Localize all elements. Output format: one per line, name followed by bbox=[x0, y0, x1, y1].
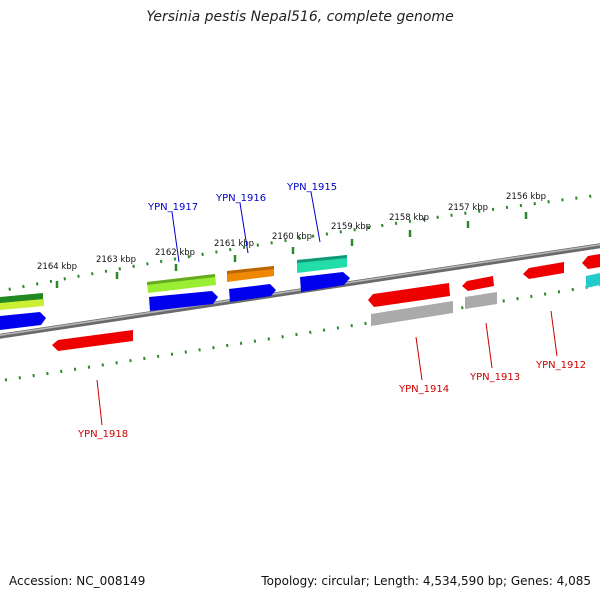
genome-stats-text: Topology: circular; Length: 4,534,590 bp… bbox=[261, 574, 591, 588]
leader-1915 bbox=[310, 191, 321, 243]
kbp-label: 2156 kbp bbox=[506, 192, 546, 202]
cds-blue-left bbox=[0, 312, 46, 330]
cds-red-right bbox=[582, 254, 600, 269]
map-title: Yersinia pestis Nepal516, complete genom… bbox=[146, 9, 454, 25]
kbp-labels: 2164 kbp 2163 kbp 2162 kbp 2161 kbp 2160… bbox=[37, 192, 546, 272]
cds-red-1912 bbox=[523, 262, 564, 279]
cds-gray-1913 bbox=[465, 292, 497, 309]
genome-backbone-highlight bbox=[0, 243, 600, 336]
gene-orange-1916-shade bbox=[227, 266, 274, 274]
kbp-label: 2157 kbp bbox=[448, 203, 488, 213]
kbp-label: 2161 kbp bbox=[214, 239, 254, 249]
gene-label-ypn-1913[interactable]: YPN_1913 bbox=[469, 372, 520, 383]
cds-red-1913 bbox=[462, 276, 494, 291]
cds-blue-1917 bbox=[149, 291, 218, 311]
kbp-label: 2163 kbp bbox=[96, 255, 136, 265]
cds-blue-1916 bbox=[229, 284, 276, 302]
kbp-label: 2162 kbp bbox=[155, 248, 195, 258]
gene-label-ypn-1912[interactable]: YPN_1912 bbox=[535, 360, 586, 371]
gene-teal-1915-shade bbox=[297, 255, 347, 263]
leader-1917 bbox=[171, 211, 180, 263]
gene-label-ypn-1914[interactable]: YPN_1914 bbox=[398, 384, 449, 395]
leader-1914 bbox=[415, 336, 423, 381]
cds-red-1914 bbox=[368, 283, 450, 307]
cds-gray-1914 bbox=[371, 301, 453, 326]
reverse-label-leaders bbox=[96, 310, 558, 426]
cds-red-1918 bbox=[52, 330, 133, 351]
gene-label-ypn-1915[interactable]: YPN_1915 bbox=[286, 182, 337, 193]
leader-1916 bbox=[239, 202, 249, 254]
gene-label-ypn-1917[interactable]: YPN_1917 bbox=[147, 202, 198, 213]
leader-1912 bbox=[550, 310, 558, 357]
kbp-label: 2158 kbp bbox=[389, 213, 429, 223]
cds-blue-1915 bbox=[300, 272, 350, 292]
leader-1918 bbox=[96, 379, 103, 426]
forward-label-leaders bbox=[171, 191, 321, 263]
gene-label-ypn-1918[interactable]: YPN_1918 bbox=[77, 429, 128, 440]
gene-lime-left bbox=[0, 299, 44, 310]
accession-text: Accession: NC_008149 bbox=[9, 574, 146, 588]
kbp-label: 2159 kbp bbox=[331, 222, 371, 232]
outer-tick-ring bbox=[0, 193, 600, 293]
cds-cyan-right bbox=[586, 273, 600, 288]
gene-label-ypn-1916[interactable]: YPN_1916 bbox=[215, 193, 266, 204]
leader-1913 bbox=[485, 322, 493, 369]
gene-lightgreen-1917-shade bbox=[147, 274, 215, 285]
inner-tick-ring bbox=[4, 283, 600, 382]
kbp-label: 2164 kbp bbox=[37, 262, 77, 272]
kbp-major-ticks bbox=[55, 212, 528, 288]
gene-darkgreen-left bbox=[0, 293, 43, 304]
kbp-label: 2160 kbp bbox=[272, 232, 312, 242]
